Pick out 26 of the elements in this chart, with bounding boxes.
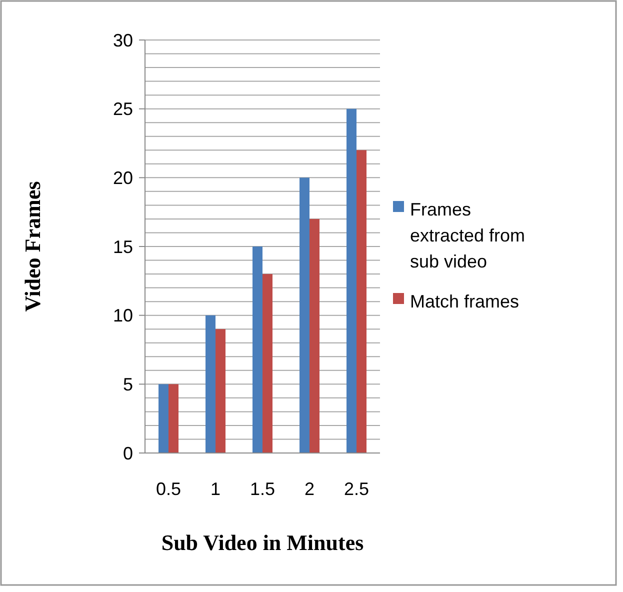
x-axis-title: Sub Video in Minutes xyxy=(161,530,364,555)
y-axis-title: Video Frames xyxy=(20,180,45,312)
x-tick-label: 1 xyxy=(210,479,221,499)
y-tick-label: 15 xyxy=(112,236,133,257)
y-tick-label: 25 xyxy=(112,99,133,120)
x-tick-label: 2.5 xyxy=(344,479,370,499)
y-tick-label: 30 xyxy=(112,30,133,50)
bar xyxy=(262,274,272,453)
x-tick-label: 2 xyxy=(304,479,315,499)
y-tick-label: 10 xyxy=(112,306,133,326)
bar xyxy=(310,218,320,453)
y-tick-label: 20 xyxy=(112,168,133,188)
bar xyxy=(168,384,178,453)
bar xyxy=(356,150,366,453)
bar xyxy=(206,315,216,453)
y-tick-label: 5 xyxy=(122,374,133,394)
bar xyxy=(216,329,226,453)
legend-label: Frames extracted from sub video xyxy=(410,199,526,272)
bar xyxy=(346,108,356,453)
bar xyxy=(158,384,168,453)
y-tick-label: 0 xyxy=(122,443,133,464)
bar xyxy=(300,178,310,453)
x-tick-label: 0.5 xyxy=(156,479,182,499)
legend-label: Match frames xyxy=(410,291,520,312)
bar xyxy=(252,246,262,453)
x-tick-label: 1.5 xyxy=(250,479,276,499)
